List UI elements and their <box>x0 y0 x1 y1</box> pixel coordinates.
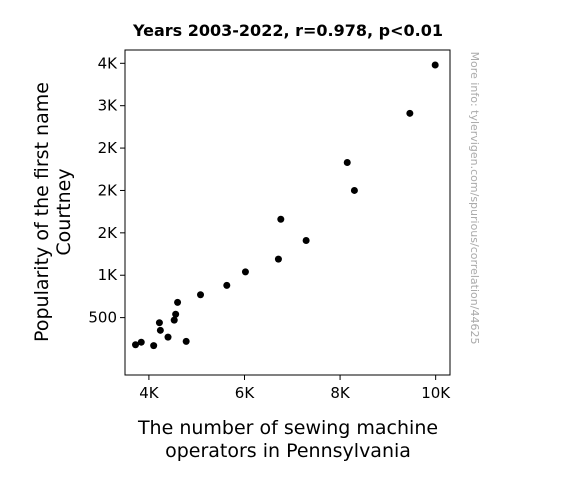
y-tick-label: 1K <box>98 266 119 284</box>
data-point <box>302 236 310 244</box>
data-point <box>156 326 164 334</box>
x-tick-label: 4K <box>139 384 160 402</box>
y-tick-label: 4K <box>98 54 119 72</box>
x-tick-label: 10K <box>421 384 451 402</box>
plot-frame <box>124 49 451 376</box>
data-point <box>277 215 285 223</box>
data-point <box>150 342 158 350</box>
data-point <box>170 316 178 324</box>
data-point <box>274 255 282 263</box>
y-tick-label: 2K <box>98 181 119 199</box>
y-axis-label-line-1: Popularity of the first name <box>31 82 53 342</box>
data-point <box>172 310 180 318</box>
data-point <box>155 319 163 327</box>
data-point <box>164 333 172 341</box>
x-tick-label: 6K <box>235 384 256 402</box>
y-tick-label: 500 <box>88 309 117 327</box>
data-point <box>223 281 231 289</box>
data-point <box>132 341 140 349</box>
data-point <box>406 109 414 117</box>
y-tick-label: 2K <box>98 139 119 157</box>
data-point <box>174 298 182 306</box>
x-axis: 4K 6K 8K 10K <box>139 375 451 402</box>
watermark-text: More info: tylervigen.com/spurious/corre… <box>468 52 481 345</box>
x-axis-label-line-1: The number of sewing machine <box>137 417 438 439</box>
data-point <box>182 337 190 345</box>
data-point <box>197 291 205 299</box>
data-point <box>350 186 358 194</box>
x-axis-label-line-2: operators in Pennsylvania <box>165 440 411 462</box>
y-tick-label: 2K <box>98 224 119 242</box>
data-point <box>431 61 439 69</box>
y-axis-label-line-2: Courtney <box>53 168 75 255</box>
data-point <box>137 338 145 346</box>
x-tick-label: 8K <box>330 384 351 402</box>
data-point <box>241 268 249 276</box>
y-tick-label: 3K <box>98 97 119 115</box>
chart-title: Years 2003-2022, r=0.978, p<0.01 <box>132 21 443 40</box>
data-points <box>132 61 439 350</box>
data-point <box>343 158 351 166</box>
y-axis: 500 1K 2K 2K 2K 3K 4K <box>88 54 125 327</box>
